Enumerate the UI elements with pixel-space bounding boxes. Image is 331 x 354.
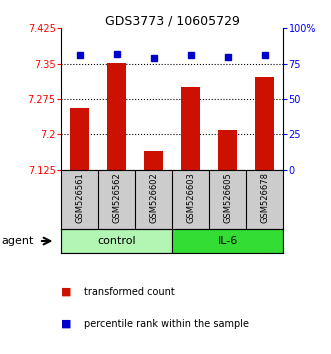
Text: transformed count: transformed count: [84, 287, 175, 297]
Text: ■: ■: [61, 287, 72, 297]
Bar: [108, 63, 126, 170]
Bar: [144, 151, 163, 170]
Text: GSM526603: GSM526603: [186, 172, 195, 223]
Bar: [172, 229, 283, 253]
Text: GSM526602: GSM526602: [149, 172, 158, 223]
Bar: [218, 130, 237, 170]
Bar: [255, 77, 274, 170]
Text: agent: agent: [2, 236, 34, 246]
Text: ■: ■: [61, 319, 72, 329]
Text: control: control: [97, 236, 136, 246]
Text: IL-6: IL-6: [217, 236, 238, 246]
Text: GSM526605: GSM526605: [223, 172, 232, 223]
Bar: [181, 87, 200, 170]
Text: percentile rank within the sample: percentile rank within the sample: [84, 319, 249, 329]
Text: GSM526561: GSM526561: [75, 172, 84, 223]
Text: GSM526678: GSM526678: [260, 172, 269, 223]
Title: GDS3773 / 10605729: GDS3773 / 10605729: [105, 14, 240, 27]
Bar: [61, 229, 172, 253]
Bar: [71, 108, 89, 170]
Text: GSM526562: GSM526562: [112, 172, 121, 223]
